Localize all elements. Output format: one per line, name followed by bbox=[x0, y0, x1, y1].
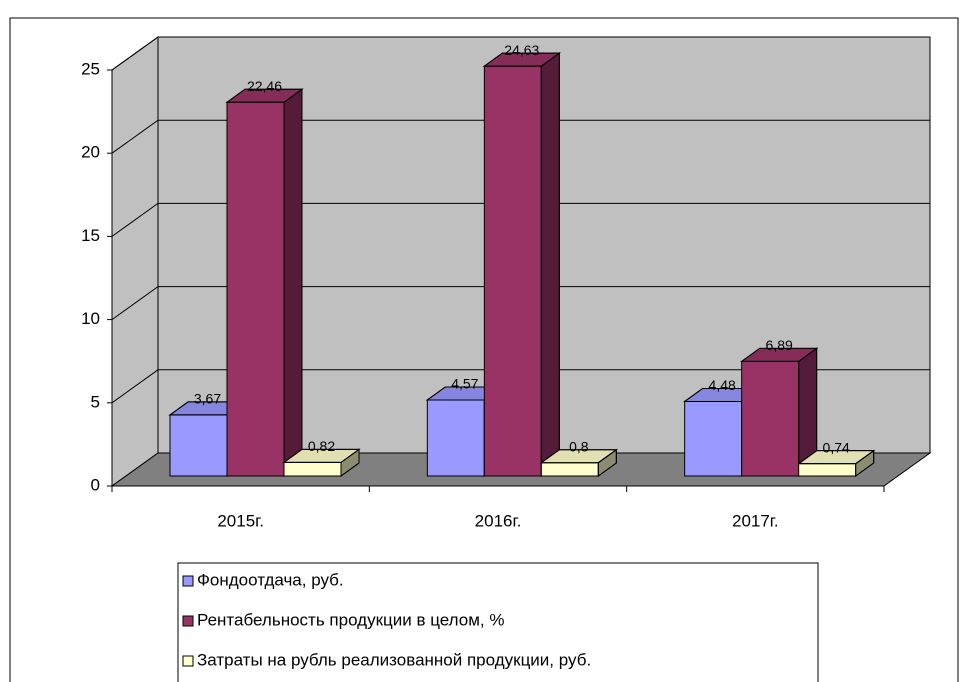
x-tick-label: 2017г. bbox=[732, 511, 779, 530]
bar-top-shade bbox=[797, 450, 876, 465]
bar bbox=[740, 347, 819, 477]
value-label: 6,89 bbox=[766, 337, 793, 353]
legend-label: Затраты на рубль реализованной продукции… bbox=[197, 650, 591, 669]
bar bbox=[539, 448, 618, 477]
legend-swatch bbox=[182, 655, 194, 667]
bar-front bbox=[283, 461, 342, 477]
y-tick-label: 15 bbox=[81, 226, 100, 245]
y-tick-label: 0 bbox=[91, 475, 100, 494]
bar-front bbox=[540, 462, 599, 477]
bar-side-shade bbox=[283, 88, 303, 477]
bar-front bbox=[226, 101, 285, 477]
value-label: 4,48 bbox=[709, 377, 736, 393]
grid-line bbox=[111, 119, 930, 154]
legend-label: Фондоотдача, руб. bbox=[197, 570, 344, 589]
y-tick-label: 25 bbox=[81, 59, 100, 78]
side-wall bbox=[111, 36, 159, 487]
y-tick-label: 5 bbox=[91, 392, 100, 411]
value-label: 3,67 bbox=[194, 391, 221, 407]
y-tick-label: 20 bbox=[81, 143, 100, 162]
legend-swatch bbox=[182, 575, 194, 587]
x-tick-label: 2015г. bbox=[217, 511, 264, 530]
legend-box bbox=[177, 562, 819, 682]
grid-line bbox=[111, 286, 930, 321]
chart-frame bbox=[9, 17, 959, 682]
bar-front bbox=[169, 414, 228, 477]
value-label: 0,74 bbox=[823, 439, 850, 455]
value-label: 4,57 bbox=[451, 376, 478, 392]
bar-top-shade bbox=[225, 88, 304, 103]
bar-top-shade bbox=[740, 347, 819, 362]
y-tick-label: 10 bbox=[81, 309, 100, 328]
legend-label: Рентабельность продукции в целом, % bbox=[197, 610, 504, 629]
grid-line bbox=[111, 36, 930, 71]
bar-top-shade bbox=[539, 449, 618, 464]
bar-front bbox=[684, 400, 743, 477]
bar-top-shade bbox=[482, 52, 561, 67]
bar-front bbox=[741, 360, 800, 477]
bar bbox=[482, 52, 561, 477]
value-label: 0,8 bbox=[569, 438, 589, 454]
value-label: 24,63 bbox=[504, 42, 539, 58]
legend-swatch bbox=[182, 615, 194, 627]
bar-front bbox=[426, 399, 485, 477]
bar-top-shade bbox=[282, 448, 361, 463]
x-tick-label: 2016г. bbox=[475, 511, 522, 530]
value-label: 0,82 bbox=[308, 438, 335, 454]
bar-front bbox=[483, 65, 542, 477]
value-label: 22,46 bbox=[247, 78, 282, 94]
bar bbox=[225, 88, 304, 477]
bar-front bbox=[798, 463, 857, 477]
grid-line bbox=[111, 202, 930, 237]
bar bbox=[797, 449, 876, 477]
grid-line bbox=[111, 369, 930, 404]
bar bbox=[282, 448, 361, 477]
bar-side-shade bbox=[540, 52, 560, 477]
